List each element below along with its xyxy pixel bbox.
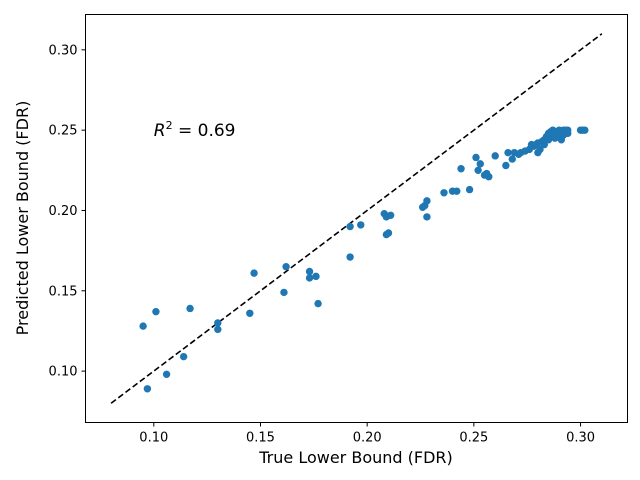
- scatter-point: [474, 166, 482, 175]
- scatter-point: [491, 152, 499, 160]
- y-tick-label: 0.20: [49, 204, 78, 219]
- x-tick-label: 0.30: [566, 431, 595, 446]
- x-tick-label: 0.25: [459, 431, 488, 446]
- scatter-point: [346, 222, 354, 231]
- scatter-point: [214, 325, 222, 334]
- scatter-point: [504, 148, 512, 157]
- scatter-point: [280, 288, 288, 297]
- r-squared-annotation: R2 = 0.69: [154, 119, 236, 141]
- scatter-point: [139, 322, 147, 330]
- y-tick-label: 0.25: [49, 124, 78, 139]
- scatter-point: [485, 173, 493, 181]
- scatter-point: [152, 307, 160, 316]
- scatter-point: [423, 197, 431, 205]
- scatter-points-layer: [139, 126, 589, 393]
- scatter-point: [440, 189, 448, 197]
- scatter-point: [305, 267, 314, 276]
- scatter-point: [502, 161, 510, 170]
- scatter-point: [246, 309, 254, 317]
- r-squared-value: = 0.69: [173, 121, 236, 141]
- r-squared-exponent: 2: [166, 119, 173, 132]
- x-tick-label: 0.20: [353, 431, 382, 446]
- reference-line: [110, 33, 603, 404]
- y-tick-label: 0.30: [49, 43, 78, 58]
- scatter-point: [423, 213, 431, 221]
- scatter-point: [384, 229, 393, 237]
- scatter-point: [453, 187, 461, 195]
- scatter-point: [536, 145, 544, 154]
- scatter-point: [179, 352, 188, 361]
- plot-area-frame: [85, 14, 628, 423]
- reference-line-layer: [110, 33, 603, 404]
- x-tick-label: 0.10: [139, 431, 168, 446]
- scatter-point: [508, 155, 516, 163]
- scatter-point: [564, 126, 572, 134]
- scatter-point: [476, 160, 484, 168]
- scatter-point: [282, 262, 290, 271]
- scatter-point: [465, 185, 474, 194]
- y-axis-label: Predicted Lower Bound (FDR): [13, 101, 32, 336]
- scatter-point: [312, 272, 320, 281]
- x-axis-ticks: 0.10 0.15 0.20 0.25 0.30: [139, 422, 595, 446]
- y-tick-label: 0.10: [49, 365, 78, 380]
- scatter-point: [186, 304, 194, 313]
- scatter-point: [250, 269, 258, 277]
- y-axis-ticks: 0.10 0.15 0.20 0.25 0.30: [49, 43, 86, 380]
- scatter-point: [305, 274, 314, 282]
- y-tick-label: 0.15: [49, 284, 78, 299]
- scatter-point: [346, 253, 354, 261]
- r-squared-symbol: R: [154, 121, 166, 141]
- x-axis-label: True Lower Bound (FDR): [258, 448, 453, 467]
- scatter-point: [143, 385, 152, 393]
- scatter-point: [581, 126, 589, 134]
- scatter-point: [386, 211, 395, 219]
- scatter-point: [472, 153, 480, 162]
- scatter-point: [314, 299, 322, 308]
- scatter-point: [357, 221, 365, 229]
- scatter-point: [162, 370, 171, 379]
- scatter-point: [214, 319, 222, 327]
- scatter-point: [457, 165, 465, 173]
- x-tick-label: 0.15: [246, 431, 275, 446]
